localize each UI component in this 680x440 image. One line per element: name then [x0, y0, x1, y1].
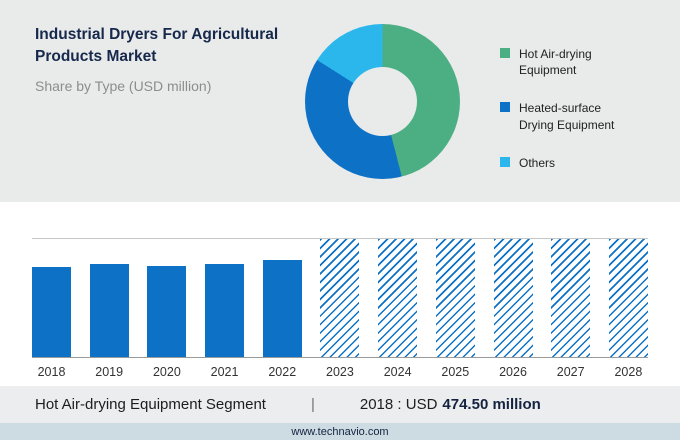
bar-chart-section: 2018 2019 2020 2021 2022 2023 2024 2025 2026 2027…: [0, 202, 680, 386]
website-bar: www.technavio.com: [0, 423, 680, 440]
year-label-2022: 2022: [268, 365, 297, 379]
legend-item-heated-surface: Heated-surface Drying Equipment: [500, 100, 650, 132]
legend-item-others: Others: [500, 155, 650, 171]
year-label-2025: 2025: [441, 365, 470, 379]
bar-2020: [147, 266, 187, 357]
bar-2026: [493, 239, 533, 357]
legend-swatch-others: [500, 156, 510, 167]
bar-2027: [551, 239, 591, 357]
year-label-2019: 2019: [95, 365, 124, 379]
website-link[interactable]: www.technavio.com: [291, 425, 389, 438]
year-label-2026: 2026: [499, 365, 527, 379]
legend-item-hot-air: Hot Air-drying Equipment: [500, 46, 650, 78]
legend-swatch-hot-air: [500, 48, 510, 58]
headings: Industrial Dryers For Agricultural Produ…: [35, 24, 300, 94]
segment-value-prefix: 2018 : USD: [359, 396, 438, 413]
bar-2023: [320, 239, 360, 357]
bar-2019: [89, 263, 129, 357]
bar-plot: [32, 238, 648, 358]
legend-label-others: Others: [519, 155, 556, 170]
bar-2021: [205, 263, 245, 357]
legend-label-heated-surface: Heated-surface Drying Equipment: [519, 101, 615, 132]
segment-label: Hot Air-drying Equipment Segment: [35, 396, 266, 413]
segment-footer: Hot Air-drying Equipment Segment | 2018 …: [0, 386, 680, 423]
legend: Hot Air-drying Equipment Heated-surface …: [500, 46, 650, 193]
header-panel: Industrial Dryers For Agricultural Produ…: [0, 0, 680, 202]
legend-swatch-heated-surface: [500, 102, 510, 113]
year-label-2027: 2027: [556, 365, 585, 379]
bar-2018: [32, 267, 71, 357]
year-label-2023: 2023: [326, 365, 354, 379]
year-label-2024: 2024: [383, 365, 412, 379]
donut-chart: [305, 24, 460, 179]
page-subtitle: Share by Type (USD million): [35, 77, 212, 94]
bar-2025: [435, 239, 475, 357]
footer-separator: |: [310, 396, 315, 413]
bar-2028: [608, 239, 648, 357]
page-title: Industrial Dryers For Agricultural Produ…: [35, 26, 279, 66]
year-label-2028: 2028: [614, 365, 643, 379]
legend-label-hot-air: Hot Air-drying Equipment: [519, 47, 592, 78]
year-label-2020: 2020: [152, 365, 181, 379]
year-label-2021: 2021: [210, 365, 239, 379]
year-label-2018: 2018: [37, 365, 66, 379]
bar-2022: [262, 260, 302, 357]
segment-value: 474.50 million: [442, 396, 541, 413]
year-axis: 2018 2019 2020 2021 2022 2023 2024 2025 2026 2027…: [32, 365, 648, 379]
bar-2024: [378, 239, 418, 357]
